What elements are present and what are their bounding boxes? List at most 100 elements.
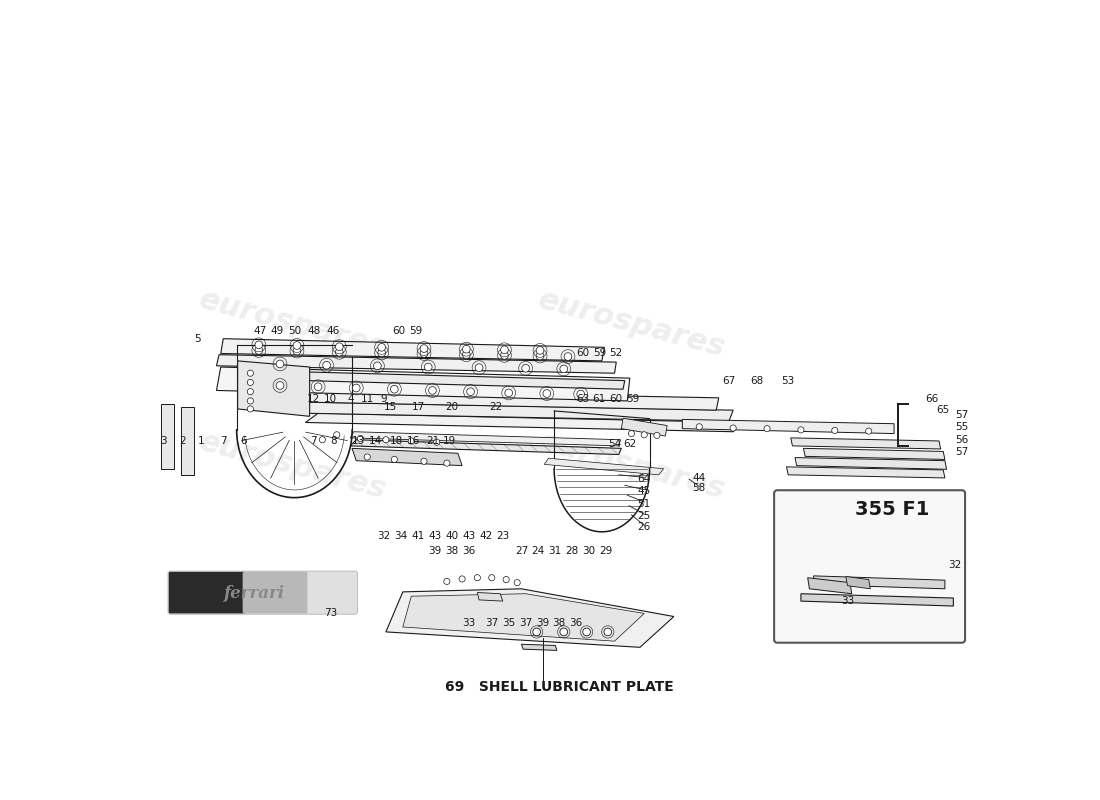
Polygon shape: [162, 404, 174, 469]
Text: 38: 38: [446, 546, 459, 556]
Polygon shape: [801, 594, 954, 606]
Circle shape: [532, 628, 540, 636]
Text: 13: 13: [352, 436, 365, 446]
Text: 20: 20: [446, 402, 459, 412]
Text: 64: 64: [638, 474, 651, 484]
Text: 47: 47: [254, 326, 267, 336]
Polygon shape: [217, 367, 630, 401]
FancyBboxPatch shape: [168, 572, 245, 614]
Circle shape: [425, 363, 432, 371]
Circle shape: [408, 438, 415, 444]
Text: 7: 7: [310, 436, 317, 446]
Text: 23: 23: [496, 531, 509, 542]
Text: 41: 41: [411, 531, 425, 542]
Text: 5: 5: [195, 334, 201, 344]
Circle shape: [420, 350, 428, 358]
Circle shape: [322, 362, 330, 369]
Text: eurospares: eurospares: [196, 426, 389, 505]
Circle shape: [474, 574, 481, 581]
Text: 32: 32: [948, 560, 961, 570]
Text: 60: 60: [609, 394, 623, 404]
Polygon shape: [306, 390, 718, 410]
Text: 69   SHELL LUBRICANT PLATE: 69 SHELL LUBRICANT PLATE: [446, 680, 674, 694]
Text: 4: 4: [346, 394, 353, 404]
Text: 45: 45: [638, 486, 651, 497]
Polygon shape: [306, 414, 741, 432]
Text: 54: 54: [608, 439, 622, 449]
Circle shape: [276, 360, 284, 368]
Circle shape: [319, 437, 326, 443]
Polygon shape: [521, 644, 557, 650]
Text: 16: 16: [406, 436, 419, 446]
Text: 53: 53: [782, 375, 795, 386]
Circle shape: [564, 353, 572, 361]
Polygon shape: [477, 593, 503, 601]
Circle shape: [459, 576, 465, 582]
Polygon shape: [352, 448, 462, 466]
Polygon shape: [350, 440, 622, 454]
Text: 63: 63: [575, 394, 589, 404]
Text: 26: 26: [638, 522, 651, 532]
Text: 59: 59: [409, 326, 422, 336]
Polygon shape: [386, 589, 674, 647]
Circle shape: [248, 379, 253, 386]
Text: 32: 32: [377, 531, 390, 542]
Circle shape: [255, 341, 263, 349]
Text: 6: 6: [240, 436, 246, 446]
Text: 8: 8: [330, 436, 337, 446]
Text: 49: 49: [271, 326, 284, 336]
Text: 57: 57: [955, 447, 968, 457]
Polygon shape: [180, 407, 194, 475]
Circle shape: [293, 347, 300, 355]
Text: eurospares: eurospares: [535, 285, 728, 363]
Text: 36: 36: [569, 618, 582, 628]
Text: 7: 7: [220, 436, 227, 446]
Circle shape: [248, 398, 253, 404]
Text: 10: 10: [324, 394, 338, 404]
Polygon shape: [791, 438, 940, 449]
Text: 14: 14: [370, 436, 383, 446]
Circle shape: [255, 346, 263, 354]
Circle shape: [514, 579, 520, 586]
Circle shape: [443, 578, 450, 585]
Circle shape: [500, 346, 508, 354]
Text: 18: 18: [389, 436, 403, 446]
Text: 27: 27: [515, 546, 528, 556]
Circle shape: [475, 364, 483, 371]
Circle shape: [374, 362, 382, 370]
Text: 12: 12: [307, 394, 320, 404]
Circle shape: [505, 389, 513, 397]
Circle shape: [832, 427, 838, 434]
Text: 42: 42: [480, 531, 493, 542]
Text: 57: 57: [955, 410, 968, 420]
Text: 61: 61: [593, 394, 606, 404]
Polygon shape: [803, 448, 945, 459]
Polygon shape: [621, 418, 667, 436]
Circle shape: [763, 426, 770, 432]
Polygon shape: [306, 372, 625, 390]
Circle shape: [336, 349, 343, 356]
Polygon shape: [350, 432, 620, 446]
Text: 34: 34: [395, 531, 408, 542]
FancyBboxPatch shape: [243, 572, 307, 614]
Circle shape: [543, 390, 551, 398]
Circle shape: [390, 386, 398, 393]
Circle shape: [443, 460, 450, 466]
Text: 60: 60: [575, 349, 589, 358]
Text: 35: 35: [502, 618, 515, 628]
Text: 17: 17: [411, 402, 425, 412]
Circle shape: [466, 388, 474, 395]
Text: 50: 50: [288, 326, 301, 336]
Text: 37: 37: [519, 618, 532, 628]
Polygon shape: [682, 419, 894, 434]
Text: 67: 67: [723, 375, 736, 386]
Polygon shape: [814, 576, 945, 589]
Polygon shape: [807, 578, 851, 594]
Circle shape: [421, 458, 427, 464]
Text: 59: 59: [627, 394, 640, 404]
Text: 39: 39: [428, 546, 441, 556]
Text: 46: 46: [327, 326, 340, 336]
Circle shape: [488, 574, 495, 581]
Polygon shape: [306, 402, 733, 422]
Circle shape: [276, 382, 284, 390]
